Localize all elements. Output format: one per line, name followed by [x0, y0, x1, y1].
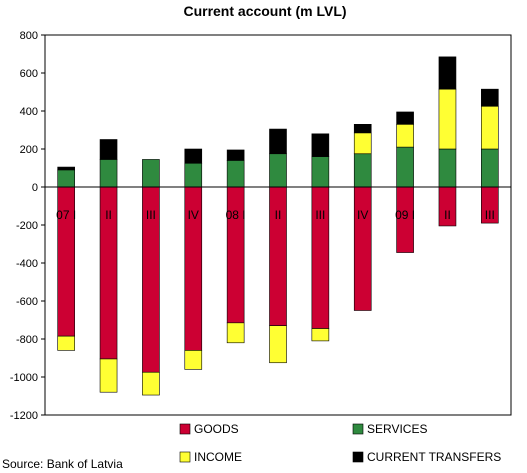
bar-services-1 — [99, 159, 118, 188]
chart-title: Current account (m LVL) — [183, 3, 346, 19]
legend-swatch — [352, 451, 364, 463]
legend-swatch — [179, 423, 191, 435]
source-note: Source: Bank of Latvia — [2, 457, 123, 471]
category-label: 08 I — [226, 208, 246, 222]
bar-income-9 — [438, 88, 457, 150]
y-tick-label: -800 — [16, 334, 38, 346]
bar-services-5 — [269, 153, 287, 188]
bar-current-transfers-4 — [226, 149, 245, 161]
category-label: IV — [357, 208, 368, 222]
bar-services-0 — [57, 169, 75, 188]
bar-current-transfers-8 — [396, 111, 414, 125]
bar-current-transfers-1 — [99, 139, 118, 160]
y-tick-label: 200 — [20, 144, 38, 156]
bar-services-4 — [226, 160, 245, 188]
category-label: III — [485, 208, 495, 222]
bar-income-5 — [269, 325, 287, 364]
bar-goods-7 — [353, 186, 372, 311]
y-tick-label: -1000 — [10, 372, 38, 384]
bar-services-3 — [184, 162, 203, 188]
y-tick-label: 600 — [20, 68, 38, 80]
bar-current-transfers-10 — [481, 88, 499, 107]
bar-income-7 — [353, 132, 372, 155]
bar-services-7 — [353, 153, 372, 188]
bar-income-10 — [481, 105, 499, 150]
bar-services-6 — [311, 156, 330, 188]
legend-label: INCOME — [194, 450, 242, 464]
legend-swatch — [179, 451, 191, 463]
category-label: 09 I — [395, 208, 415, 222]
y-tick-label: -200 — [16, 220, 38, 232]
category-label: II — [444, 208, 451, 222]
bar-income-4 — [226, 322, 245, 344]
category-label: II — [105, 208, 112, 222]
legend-swatch — [352, 423, 364, 435]
bar-current-transfers-5 — [269, 128, 287, 155]
bar-services-10 — [481, 148, 499, 188]
category-label: 07 I — [56, 208, 76, 222]
legend: GOODS SERVICES INCOME CURRENT TRANSFERS — [179, 422, 501, 464]
legend-label: GOODS — [194, 422, 239, 436]
bar-income-6 — [311, 328, 330, 342]
category-label: IV — [188, 208, 199, 222]
y-tick-label: -400 — [16, 258, 38, 270]
y-tick-label: 0 — [32, 182, 38, 194]
bar-income-1 — [99, 358, 118, 393]
legend-label: CURRENT TRANSFERS — [367, 450, 501, 464]
bar-current-transfers-3 — [184, 148, 203, 164]
bar-income-8 — [396, 124, 414, 148]
plot-area: 800 600 400 200 0 -200 -400 -600 -800 -1000 -1200 0… — [10, 30, 512, 422]
y-tick-label: -1200 — [10, 410, 38, 422]
bar-income-0 — [57, 335, 75, 351]
bar-current-transfers-9 — [438, 56, 457, 90]
bar-services-2 — [142, 159, 160, 188]
bar-current-transfers-6 — [311, 133, 330, 157]
category-label: II — [275, 208, 282, 222]
bar-income-3 — [184, 350, 203, 370]
y-tick-label: 800 — [20, 30, 38, 42]
y-tick-label: -600 — [16, 296, 38, 308]
legend-label: SERVICES — [367, 422, 427, 436]
bar-income-2 — [142, 371, 160, 396]
bar-services-9 — [438, 148, 457, 188]
bar-current-transfers-0 — [57, 166, 75, 171]
category-label: III — [146, 208, 156, 222]
category-label: III — [315, 208, 325, 222]
bar-current-transfers-7 — [353, 124, 372, 134]
bar-services-8 — [396, 146, 414, 188]
y-tick-label: 400 — [20, 106, 38, 118]
